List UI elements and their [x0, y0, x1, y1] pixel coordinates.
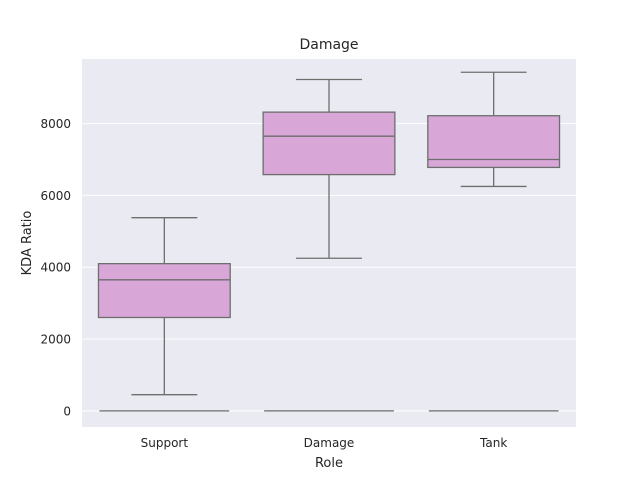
chart-title: Damage — [299, 37, 358, 53]
x-axis-label: Role — [315, 456, 343, 471]
x-tick-label-support: Support — [141, 436, 189, 450]
y-axis-label: KDA Ratio — [20, 211, 35, 276]
box-iqr-support — [97, 262, 231, 319]
x-tick-labels: Support Damage Tank — [141, 436, 508, 450]
box-iqr-tank — [427, 115, 561, 169]
box-support — [97, 217, 231, 412]
y-tick-label-2000: 2000 — [40, 333, 71, 347]
y-tick-label-8000: 8000 — [40, 117, 71, 131]
x-tick-label-tank: Tank — [479, 436, 507, 450]
x-tick-label-damage: Damage — [304, 436, 355, 450]
box-iqr-damage — [262, 111, 396, 176]
y-tick-label-6000: 6000 — [40, 189, 71, 203]
y-tick-label-4000: 4000 — [40, 261, 71, 275]
box-tank — [427, 71, 561, 412]
boxes — [97, 71, 561, 412]
box-damage — [262, 78, 396, 412]
y-tick-labels: 0 2000 4000 6000 8000 — [40, 117, 71, 418]
y-tick-label-0: 0 — [63, 404, 71, 418]
